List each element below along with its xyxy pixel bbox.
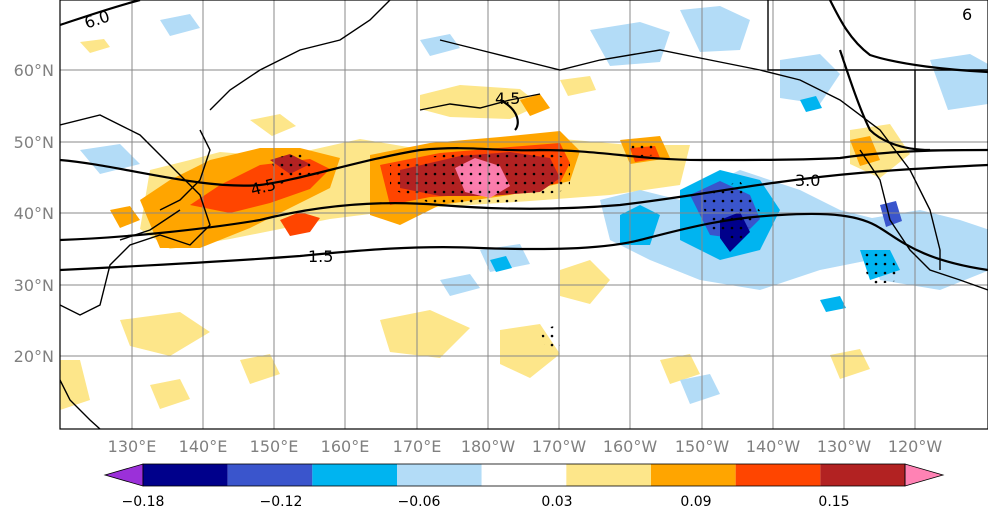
contour-4-5-small [499,99,519,131]
colorbar-bin [227,464,313,486]
colorbar-extend-high [904,463,945,487]
lon-tick-180w: 180°W [461,437,516,456]
map-panel: 6.0 4.5 4.5 1.5 3.0 6 [60,0,988,429]
colorbar-bin [820,464,905,486]
lon-tick-130w: 130°W [817,437,872,456]
contour-label-4-5-aleutian: 4.5 [495,89,520,108]
colorbar-bin [651,464,736,486]
lon-tick-160w: 160°W [603,437,658,456]
lat-tick-40n: 40°N [14,204,54,223]
colorbar-extend-low [103,463,144,487]
anomaly-shading [60,6,988,410]
colorbar-bin [481,464,567,486]
colorbar-bin [397,464,482,486]
colorbar: −0.18 −0.12 −0.06 0.03 0.09 0.15 [103,463,945,510]
aleutian-chain [419,93,541,111]
cbar-label-0-15: 0.15 [818,494,849,510]
contour-alaska [838,49,931,152]
cbar-label-0-03: 0.03 [541,494,572,510]
asia-coast [60,114,211,429]
significance-stippling [270,140,900,350]
lat-tick-60n: 60°N [14,61,54,80]
colorbar-frame [142,463,906,487]
lon-tick-170e: 170°E [393,437,442,456]
colorbar-bin [735,464,821,486]
contour-6-0 [60,0,141,27]
contour-label-3-0: 3.0 [795,171,820,190]
north-america-coast [859,149,988,291]
contour-northeast [829,0,988,74]
cbar-label-0-09: 0.09 [680,494,711,510]
colorbar-tick-labels: −0.18 −0.12 −0.06 0.03 0.09 0.15 [122,494,850,510]
lon-tick-140w: 140°W [746,437,801,456]
longitude-axis: 130°E 140°E 150°E 160°E 170°E 180°W 170°… [108,437,943,456]
contour-lines [60,0,988,272]
contour-3-0 [60,163,988,242]
colorbar-bin [312,464,397,486]
lon-tick-150w: 150°W [675,437,730,456]
lon-tick-120w: 120°W [888,437,943,456]
colorbar-bins [103,463,945,487]
contour-label-6-top-right: 6 [962,5,972,24]
colorbar-bin [143,464,228,486]
alaska-coast [439,39,941,270]
lat-tick-20n: 20°N [14,347,54,366]
contour-1-5 [60,212,988,272]
map-frame [59,0,988,430]
cbar-label-neg-0-06: −0.06 [398,494,441,510]
lon-tick-130e: 130°E [108,437,157,456]
lon-tick-140e: 140°E [179,437,228,456]
lon-tick-160e: 160°E [321,437,370,456]
contour-4-5 [60,147,988,187]
lon-tick-150e: 150°E [250,437,299,456]
colorbar-bin [566,464,651,486]
lon-tick-170w: 170°W [532,437,587,456]
latitude-axis: 60°N 50°N 40°N 30°N 20°N [14,61,54,366]
gridlines [60,0,988,429]
lat-tick-50n: 50°N [14,133,54,152]
lat-tick-30n: 30°N [14,276,54,295]
kamchatka-coast [209,0,391,111]
cbar-label-neg-0-12: −0.12 [260,494,303,510]
cbar-label-neg-0-18: −0.18 [122,494,165,510]
contour-label-1-5: 1.5 [308,247,333,266]
